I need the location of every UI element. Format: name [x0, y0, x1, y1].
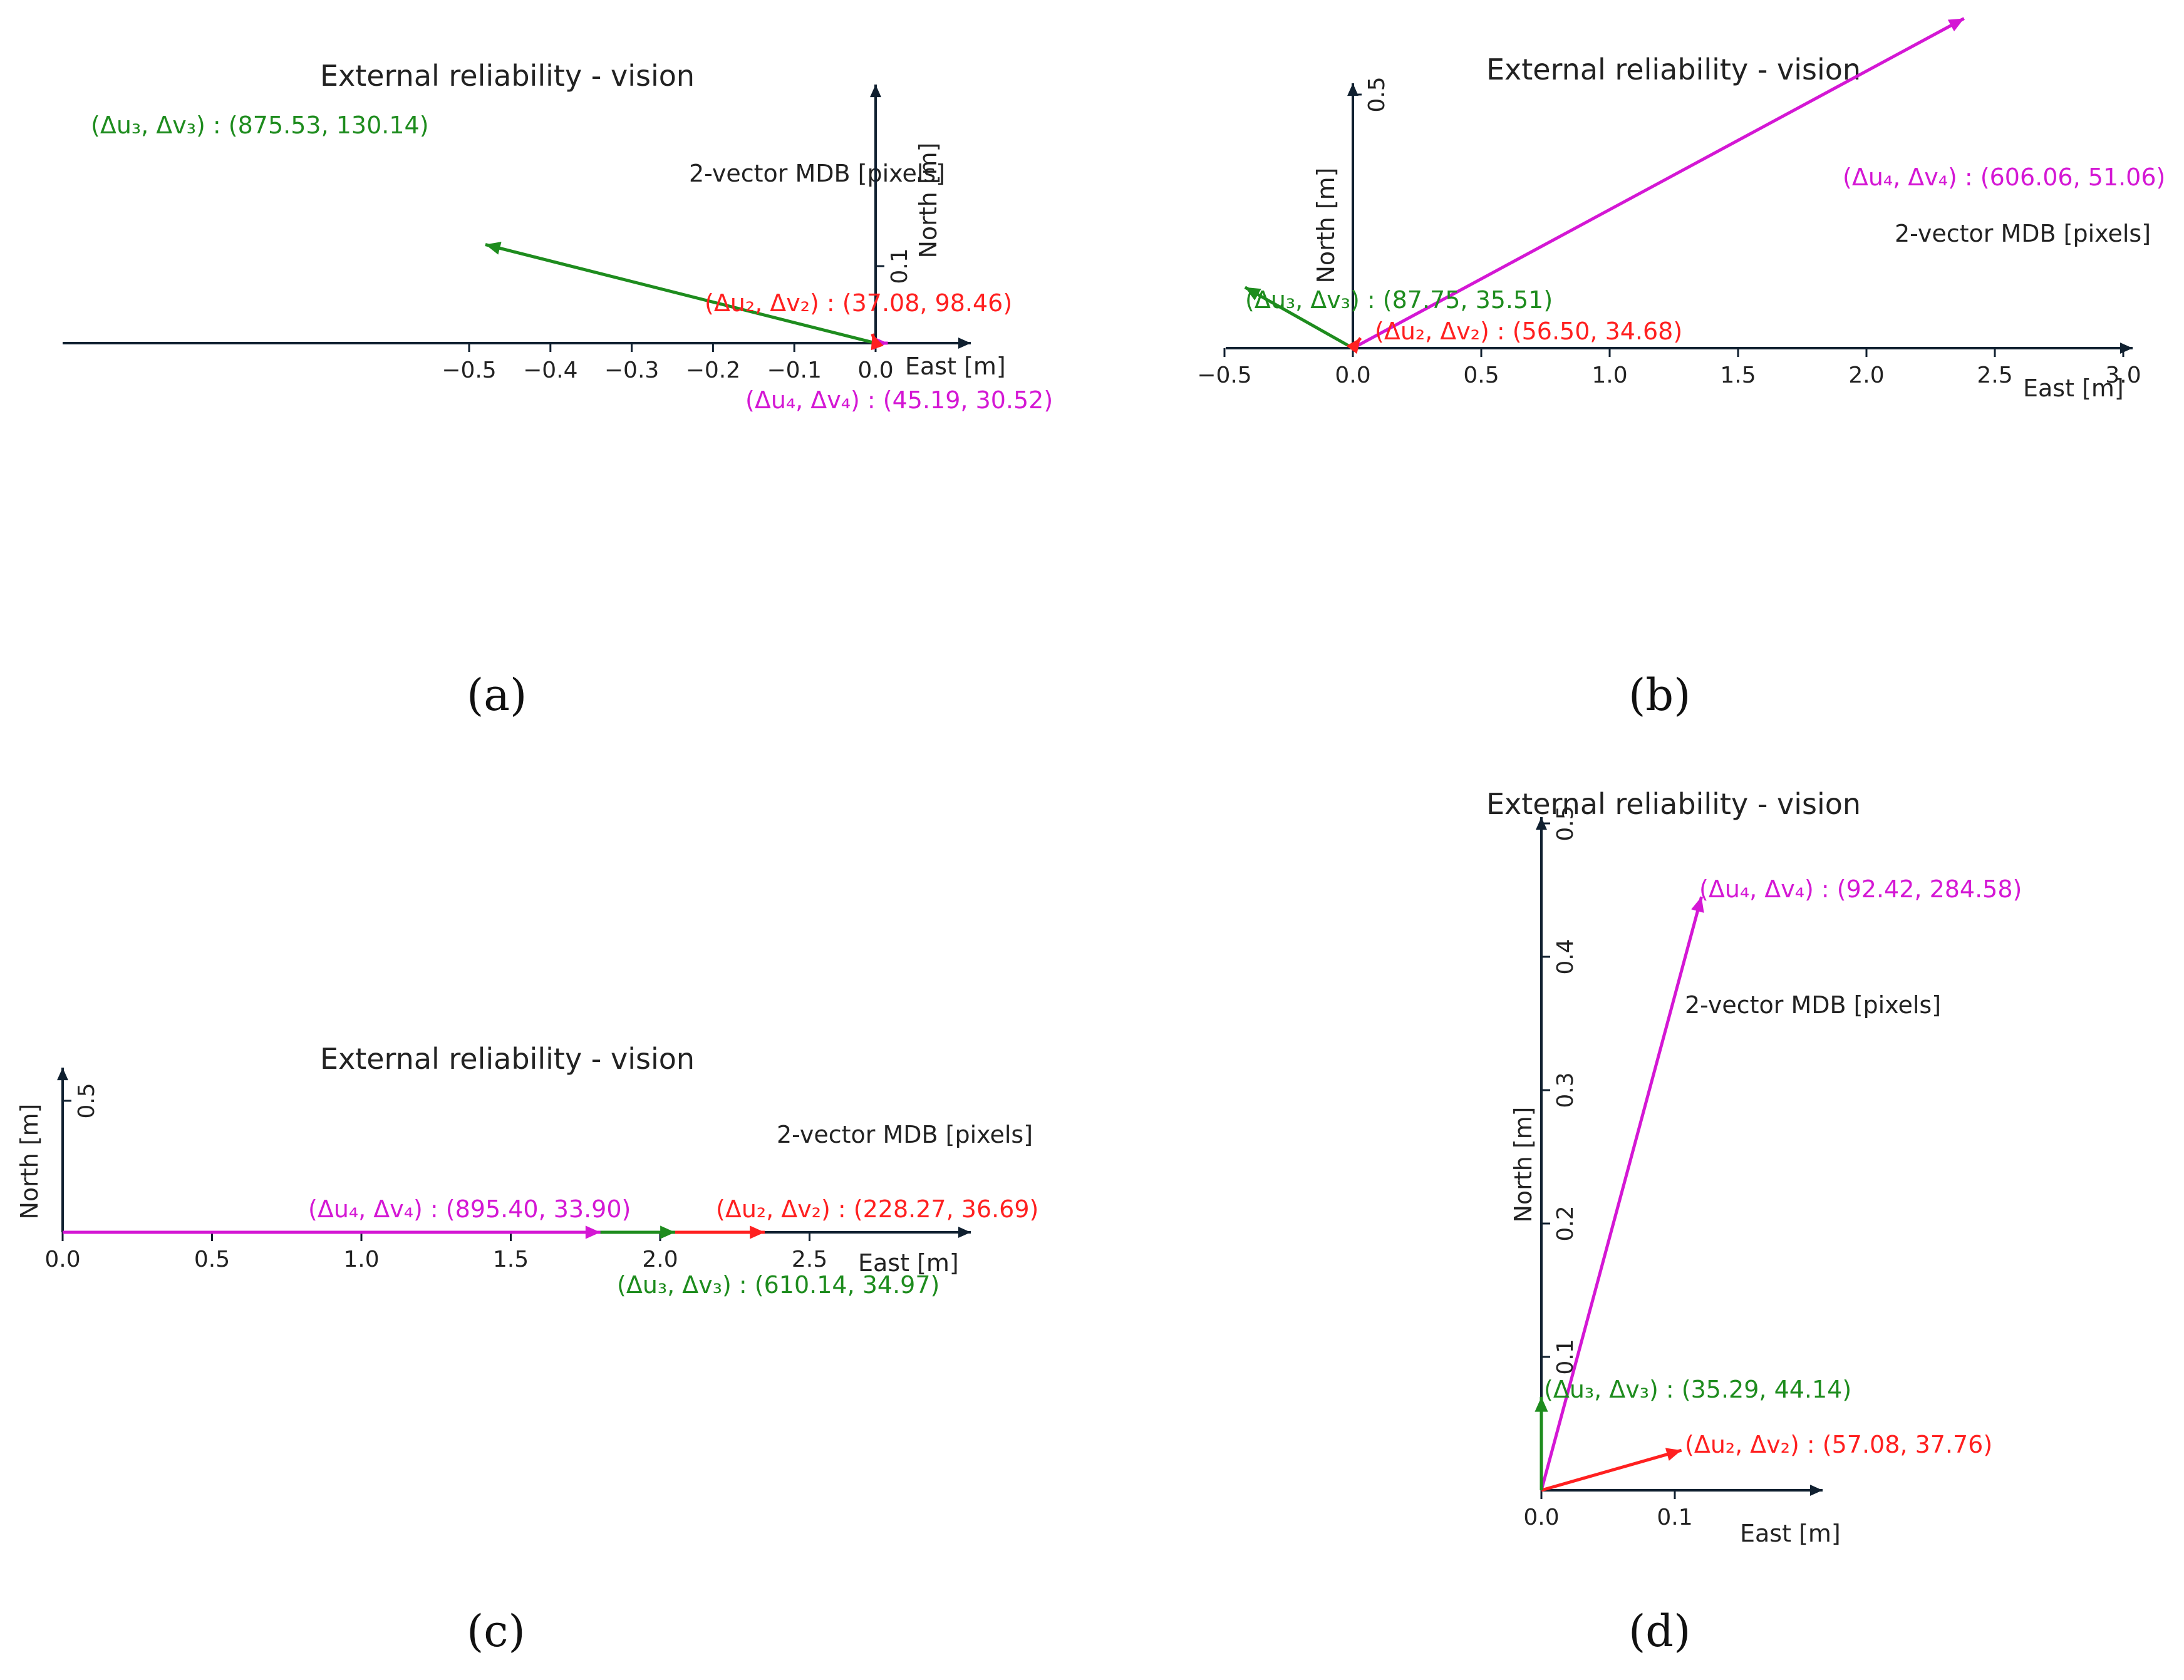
panel-a: External reliability - vision 2-vector MD…	[63, 59, 1053, 414]
vector-green	[1244, 286, 1354, 350]
vector-red-head	[1346, 338, 1361, 354]
x-tick-label: 0.0	[1523, 1505, 1559, 1530]
y-tick-label: 0.4	[1553, 939, 1578, 974]
panel-d: External reliability - vision 2-vector MD…	[1486, 787, 2022, 1547]
x-axis-arrow	[1809, 1485, 1823, 1496]
vector-red-head	[1665, 1448, 1682, 1461]
x-tick-label: 0.5	[194, 1247, 230, 1272]
chart-subtitle: 2-vector MDB [pixels]	[1895, 220, 2151, 247]
vector-label-red: (Δu₂, Δv₂) : (57.08, 37.76)	[1685, 1431, 1992, 1458]
vector-label-magenta: (Δu₄, Δv₄) : (606.06, 51.06)	[1843, 163, 2165, 191]
chart-subtitle: 2-vector MDB [pixels]	[777, 1121, 1033, 1148]
x-axis-label: East [m]	[905, 353, 1006, 380]
y-axis-label: North [m]	[1509, 1106, 1537, 1222]
x-tick-label: −0.5	[442, 358, 496, 383]
x-tick-label: 2.0	[1848, 363, 1884, 388]
y-axis-arrow	[870, 85, 881, 98]
vector-green-head	[485, 242, 502, 255]
vector-label-red: (Δu₂, Δv₂) : (228.27, 36.69)	[716, 1195, 1038, 1223]
x-tick-label: 0.5	[1463, 363, 1499, 388]
vector-label-green: (Δu₃, Δv₃) : (610.14, 34.97)	[617, 1271, 939, 1299]
vector-label-green: (Δu₃, Δv₃) : (875.53, 130.14)	[91, 111, 429, 139]
x-tick-label: 2.5	[792, 1247, 827, 1272]
caption-d: (d)	[1628, 1605, 1691, 1657]
vector-magenta-head	[1691, 897, 1704, 913]
x-tick-label: 1.0	[343, 1247, 379, 1272]
x-tick-label: 0.0	[44, 1247, 80, 1272]
panel-b: External reliability - vision 2-vector MD…	[1197, 17, 2165, 402]
x-axis-arrow	[958, 1227, 971, 1238]
x-tick-label: −0.2	[686, 358, 740, 383]
chart-title: External reliability - vision	[1486, 787, 1861, 821]
vector-red	[1541, 1448, 1682, 1492]
vector-red-head	[750, 1225, 765, 1239]
x-tick-label: 1.5	[493, 1247, 529, 1272]
caption-a: (a)	[467, 669, 527, 721]
vector-magenta-head	[1947, 18, 1964, 32]
x-tick-label: 3.0	[2105, 363, 2141, 388]
y-tick-label: 0.5	[1364, 76, 1390, 112]
x-tick-label: −0.3	[604, 358, 659, 383]
caption-c: (c)	[467, 1605, 525, 1657]
chart-title: External reliability - vision	[320, 59, 695, 93]
x-tick-label: 0.0	[1335, 363, 1370, 388]
x-tick-label: 0.1	[1657, 1505, 1692, 1530]
y-axis-arrow	[1347, 83, 1359, 96]
vector-label-green: (Δu₃, Δv₃) : (35.29, 44.14)	[1544, 1376, 1851, 1403]
x-axis-label: East [m]	[1740, 1520, 1841, 1547]
x-tick-label: −0.5	[1197, 363, 1251, 388]
chart-title: External reliability - vision	[320, 1042, 695, 1076]
x-tick-label: −0.1	[767, 358, 821, 383]
y-axis-label: North [m]	[1312, 167, 1340, 283]
x-axis-arrow	[2119, 343, 2133, 354]
chart-subtitle: 2-vector MDB [pixels]	[1685, 991, 1941, 1019]
y-tick-label: 0.2	[1553, 1205, 1578, 1241]
x-tick-label: 0.0	[857, 358, 893, 383]
y-tick-label: 0.3	[1553, 1072, 1578, 1108]
panel-c: External reliability - vision 2-vector MD…	[16, 1042, 1038, 1299]
x-axis-label: East [m]	[858, 1249, 959, 1277]
y-axis-label: North [m]	[16, 1103, 43, 1219]
x-tick-label: 1.5	[1720, 363, 1756, 388]
x-tick-label: −0.4	[523, 358, 577, 383]
vector-label-magenta: (Δu₄, Δv₄) : (45.19, 30.52)	[745, 386, 1053, 414]
y-axis-label: North [m]	[914, 142, 942, 258]
vector-label-red: (Δu₂, Δv₂) : (56.50, 34.68)	[1375, 317, 1682, 345]
x-tick-label: 2.5	[1977, 363, 2012, 388]
vector-label-magenta: (Δu₄, Δv₄) : (895.40, 33.90)	[308, 1195, 631, 1223]
chart-title: External reliability - vision	[1486, 53, 1861, 86]
vector-magenta	[1540, 896, 1704, 1491]
caption-b: (b)	[1628, 669, 1691, 721]
vector-label-red: (Δu₂, Δv₂) : (37.08, 98.46)	[705, 289, 1012, 317]
vector-green	[485, 243, 876, 345]
x-axis-label: East [m]	[2023, 374, 2124, 402]
x-tick-label: 2.0	[642, 1247, 678, 1272]
vector-label-magenta: (Δu₄, Δv₄) : (92.42, 284.58)	[1699, 875, 2022, 903]
y-tick-label: 0.1	[887, 248, 913, 284]
x-tick-label: 1.0	[1591, 363, 1627, 388]
vector-red-head	[871, 334, 884, 351]
x-axis-arrow	[958, 338, 971, 349]
vector-magenta-head	[585, 1225, 601, 1239]
y-tick-label: 0.5	[1553, 805, 1578, 841]
y-tick-label: 0.5	[74, 1083, 100, 1118]
vector-green-head	[660, 1225, 675, 1239]
vector-green-head	[1534, 1396, 1548, 1412]
y-axis-arrow	[57, 1068, 68, 1081]
chart-subtitle: 2-vector MDB [pixels]	[689, 160, 945, 187]
vector-green-head	[1245, 287, 1261, 301]
vector-magenta	[1352, 17, 1965, 350]
vector-label-green: (Δu₃, Δv₃) : (87.75, 35.51)	[1245, 286, 1553, 314]
